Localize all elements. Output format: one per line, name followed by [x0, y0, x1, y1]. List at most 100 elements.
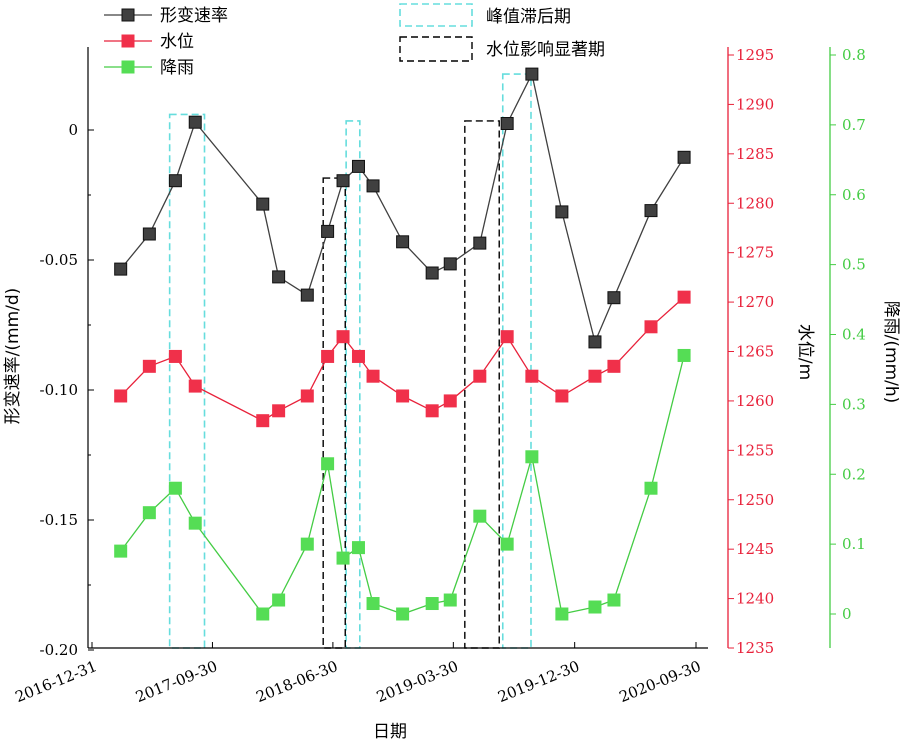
- series-point-1: [351, 159, 365, 173]
- left-tick-label: -0.10: [40, 381, 78, 399]
- rain-tick-label: 0.8: [842, 46, 866, 64]
- legend-marker-2: [121, 34, 135, 48]
- water-level-tick-label: 1265: [736, 343, 774, 361]
- rain-tick-label: 0.5: [842, 256, 866, 274]
- series-point-3: [555, 607, 569, 621]
- legend-lag-period-label: 峰值滞后期: [486, 7, 571, 27]
- series-point-2: [366, 369, 380, 383]
- water-level-tick-label: 1235: [736, 639, 774, 657]
- series-point-2: [473, 369, 487, 383]
- x-tick-label: 2019-03-30: [374, 657, 461, 706]
- water-level-tick-label: 1275: [736, 244, 774, 262]
- series-point-3: [443, 593, 457, 607]
- left-tick-label: -0.15: [40, 511, 78, 529]
- series-line-3: [120, 355, 685, 615]
- rain-tick-label: 0.1: [842, 535, 866, 553]
- series-point-3: [425, 597, 439, 611]
- series-point-1: [425, 266, 439, 280]
- water-level-tick-label: 1240: [736, 590, 774, 608]
- series-point-3: [351, 541, 365, 555]
- series-point-2: [114, 389, 128, 403]
- series-line-2: [120, 296, 685, 422]
- x-tick-label: 2016-12-31: [13, 657, 100, 706]
- left-tick-label: 0: [68, 121, 78, 139]
- series-point-2: [525, 369, 539, 383]
- series-point-1: [588, 335, 602, 349]
- series-point-3: [607, 593, 621, 607]
- series-point-2: [644, 320, 658, 334]
- series-point-1: [396, 235, 410, 249]
- series-point-3: [188, 516, 202, 530]
- series-point-2: [555, 389, 569, 403]
- series-point-1: [366, 179, 380, 193]
- series-point-2: [336, 330, 350, 344]
- legend-lag-period-box: [399, 3, 473, 27]
- series-point-3: [114, 544, 128, 558]
- series-point-1: [272, 270, 286, 284]
- series-point-1: [677, 150, 691, 164]
- series-point-1: [473, 236, 487, 250]
- left-tick-label: -0.20: [40, 641, 78, 659]
- water-level-axis-title: 水位/m: [795, 324, 815, 380]
- lag-period-box-3: [501, 73, 532, 649]
- series-point-1: [525, 67, 539, 81]
- wl-period-box-1: [322, 177, 346, 649]
- series-point-3: [473, 509, 487, 523]
- series-point-1: [555, 205, 569, 219]
- series-point-2: [321, 349, 335, 363]
- series-point-1: [321, 224, 335, 238]
- series-point-1: [336, 174, 350, 188]
- series-point-1: [114, 262, 128, 276]
- lag-period-box-2: [345, 120, 361, 649]
- legend-marker-1: [121, 8, 135, 22]
- water-level-tick-label: 1250: [736, 491, 774, 509]
- water-level-tick-label: 1245: [736, 540, 774, 558]
- water-level-tick-label: 1290: [736, 95, 774, 113]
- legend-label-1: 形变速率: [160, 6, 228, 26]
- rain-tick-label: 0.4: [842, 326, 866, 344]
- series-point-2: [425, 404, 439, 418]
- series-point-3: [366, 597, 380, 611]
- x-tick-label: 2019-12-30: [495, 657, 582, 706]
- series-point-2: [256, 414, 270, 428]
- water-level-tick-label: 1285: [736, 145, 774, 163]
- series-point-2: [607, 359, 621, 373]
- series-point-2: [272, 404, 286, 418]
- series-point-2: [188, 379, 202, 393]
- series-point-1: [443, 257, 457, 271]
- legend-label-3: 降雨: [160, 58, 194, 78]
- series-point-3: [321, 457, 335, 471]
- series-point-1: [500, 117, 514, 130]
- series-point-3: [525, 450, 539, 464]
- series-point-2: [443, 394, 457, 408]
- x-axis-title: 日期: [373, 722, 407, 742]
- series-layer: [114, 67, 691, 621]
- series-point-2: [300, 389, 314, 403]
- series-point-3: [336, 551, 350, 565]
- legend-marker-3: [121, 60, 135, 74]
- rain-tick-label: 0.2: [842, 465, 866, 483]
- series-point-2: [500, 330, 514, 344]
- rain-tick-label: 0.6: [842, 186, 866, 204]
- series-point-3: [272, 593, 286, 607]
- series-point-1: [300, 288, 314, 302]
- x-tick-label: 2020-09-30: [617, 657, 704, 706]
- series-point-1: [607, 291, 621, 305]
- series-point-1: [188, 115, 202, 129]
- series-point-3: [168, 481, 182, 495]
- rain-tick-label: 0.7: [842, 116, 866, 134]
- series-point-1: [142, 227, 156, 241]
- series-point-3: [500, 537, 514, 551]
- series-point-2: [142, 359, 156, 373]
- legend-label-2: 水位: [160, 32, 194, 52]
- series-point-3: [644, 481, 658, 495]
- series-point-3: [256, 607, 270, 621]
- water-level-tick-label: 1280: [736, 194, 774, 212]
- legend-wl-period-box: [399, 36, 473, 62]
- series-point-2: [351, 349, 365, 363]
- deformation-axis-title: 形变速率/(mm/d): [3, 288, 23, 425]
- series-point-2: [396, 389, 410, 403]
- rain-tick-label: 0.3: [842, 395, 866, 413]
